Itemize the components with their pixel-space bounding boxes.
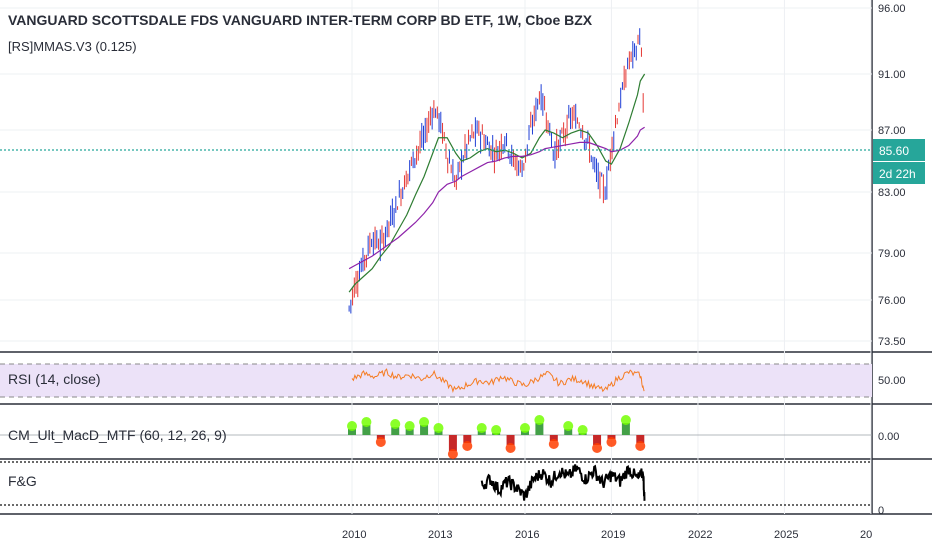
time-tick-2013: 2013 bbox=[428, 529, 452, 541]
macd-bar-17 bbox=[593, 435, 602, 445]
macd-tick-0: 0.00 bbox=[878, 431, 899, 443]
macd-bar-13 bbox=[535, 423, 544, 435]
macd-dot-1 bbox=[361, 417, 372, 427]
rsi-series-line bbox=[351, 368, 645, 393]
time-tick-2022: 2022 bbox=[688, 529, 712, 541]
macd-bar-3 bbox=[391, 427, 400, 435]
rsi-band bbox=[0, 364, 872, 397]
macd-dot-19 bbox=[620, 415, 631, 425]
indicator-legend: [RS]MMAS.V3 (0.125) bbox=[8, 39, 137, 54]
time-tick-2010: 2010 bbox=[342, 529, 366, 541]
price-tick-79: 79.00 bbox=[878, 248, 906, 260]
macd-dot-2 bbox=[375, 437, 386, 447]
time-axis[interactable]: 2010 2013 2016 2019 2022 2025 20 bbox=[342, 529, 872, 541]
macd-legend: CM_Ult_MacD_MTF (60, 12, 26, 9) bbox=[8, 427, 227, 443]
ma-line-0 bbox=[348, 73, 646, 293]
fg-legend: F&G bbox=[8, 473, 37, 489]
fg-line bbox=[480, 464, 646, 501]
macd-dot-15 bbox=[563, 421, 574, 431]
rsi-line bbox=[351, 368, 645, 393]
price-tick-91: 91.00 bbox=[878, 69, 906, 81]
countdown-value: 2d 22h bbox=[879, 167, 916, 181]
macd-dot-3 bbox=[390, 419, 401, 429]
time-tick-20: 20 bbox=[860, 529, 872, 541]
rsi-tick-50: 50.00 bbox=[878, 375, 906, 387]
macd-dot-9 bbox=[476, 423, 487, 433]
fg-series-line bbox=[480, 464, 646, 501]
macd-dot-17 bbox=[592, 443, 603, 453]
macd-histogram bbox=[347, 415, 646, 459]
time-tick-2019: 2019 bbox=[601, 529, 625, 541]
macd-dot-11 bbox=[505, 443, 516, 453]
rsi-legend: RSI (14, close) bbox=[8, 371, 101, 387]
ma-line-1 bbox=[348, 126, 645, 270]
macd-dot-7 bbox=[447, 449, 458, 459]
macd-bar-14 bbox=[549, 435, 558, 441]
macd-dot-6 bbox=[433, 423, 444, 433]
price-tick-76: 76.00 bbox=[878, 295, 906, 307]
macd-dot-12 bbox=[519, 423, 530, 433]
chart-title: VANGUARD SCOTTSDALE FDS VANGUARD INTER-T… bbox=[8, 12, 593, 28]
macd-bar-20 bbox=[636, 435, 645, 443]
macd-dot-13 bbox=[534, 415, 545, 425]
time-tick-2025: 2025 bbox=[774, 529, 798, 541]
macd-dot-20 bbox=[635, 441, 646, 451]
macd-bar-1 bbox=[362, 425, 371, 435]
price-tick-73-5: 73.50 bbox=[878, 336, 906, 348]
price-axis[interactable]: 96.00 91.00 87.00 83.00 79.00 76.00 73.5… bbox=[878, 3, 906, 348]
macd-dot-5 bbox=[419, 417, 430, 427]
macd-dot-10 bbox=[491, 425, 502, 435]
last-price-value: 85.60 bbox=[879, 144, 909, 158]
horizontal-grid bbox=[0, 7, 872, 342]
time-tick-2016: 2016 bbox=[515, 529, 539, 541]
macd-dot-0 bbox=[347, 421, 357, 431]
moving-averages bbox=[348, 73, 646, 293]
countdown-badge bbox=[873, 162, 925, 184]
price-tick-83: 83.00 bbox=[878, 187, 906, 199]
macd-bar-5 bbox=[420, 425, 429, 435]
macd-dot-18 bbox=[606, 437, 617, 447]
macd-bar-8 bbox=[463, 435, 472, 443]
macd-dot-16 bbox=[577, 425, 588, 435]
vertical-grid bbox=[351, 0, 872, 514]
macd-bar-0 bbox=[348, 429, 356, 435]
price-candles bbox=[348, 28, 644, 314]
macd-dot-4 bbox=[404, 421, 415, 431]
fg-tick-0: 0 bbox=[878, 505, 884, 517]
macd-dot-14 bbox=[548, 439, 559, 449]
price-tick-87: 87.00 bbox=[878, 125, 906, 137]
macd-bar-7 bbox=[448, 435, 457, 451]
last-price-badge bbox=[873, 139, 925, 161]
panel-frames bbox=[0, 0, 932, 515]
price-tick-96: 96.00 bbox=[878, 3, 906, 15]
macd-dot-8 bbox=[462, 441, 473, 451]
macd-bar-4 bbox=[405, 429, 414, 435]
macd-bar-15 bbox=[564, 429, 573, 435]
macd-bar-11 bbox=[506, 435, 515, 445]
macd-bar-19 bbox=[621, 423, 630, 435]
